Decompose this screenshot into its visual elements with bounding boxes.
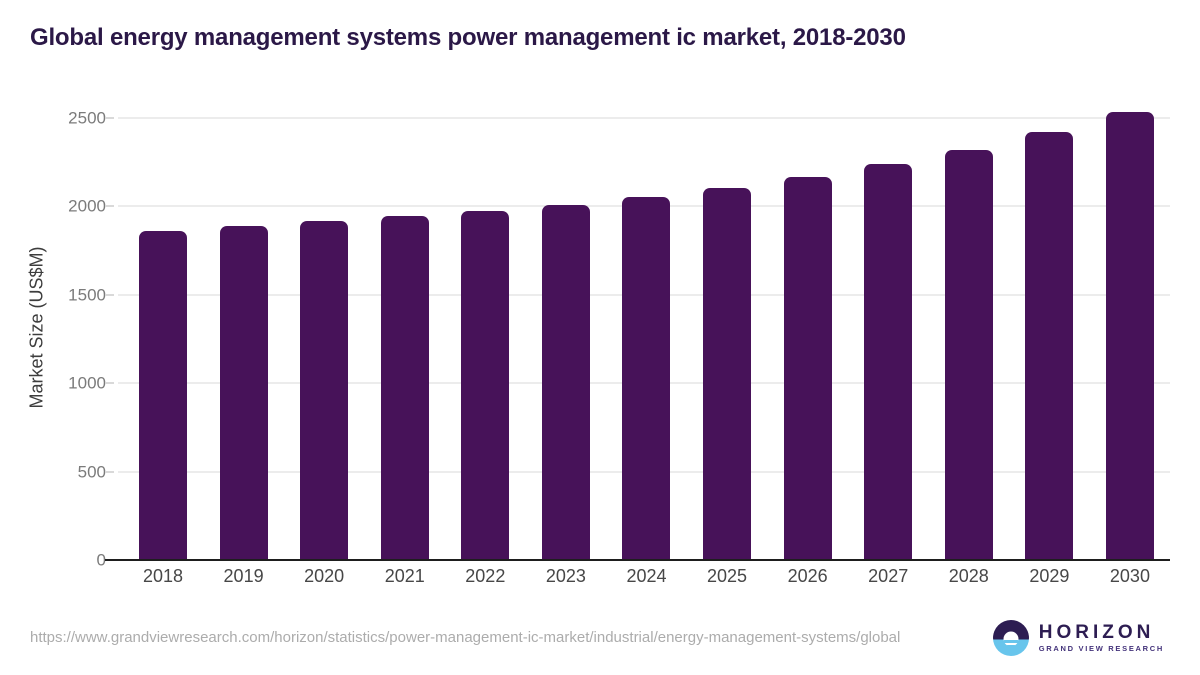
gridline bbox=[118, 117, 1170, 119]
bar-2022 bbox=[461, 210, 510, 560]
y-tick-label: 500 bbox=[77, 462, 106, 482]
x-tick-label: 2030 bbox=[1109, 566, 1150, 586]
y-tick-mark bbox=[105, 117, 114, 119]
x-tick-label: 2021 bbox=[384, 566, 425, 586]
x-axis-labels: 2018 2019 2020 2021 2022 2023 2024 2025 2026 2027… bbox=[118, 566, 1170, 587]
x-tick-label: 2026 bbox=[787, 566, 828, 586]
bar-2028 bbox=[944, 149, 993, 560]
x-tick-label: 2020 bbox=[304, 566, 345, 586]
x-tick-label: 2022 bbox=[465, 566, 506, 586]
brand-name: HORIZON bbox=[1038, 622, 1155, 644]
bar-2027 bbox=[864, 164, 913, 560]
y-tick-mark bbox=[105, 293, 114, 296]
bar-2025 bbox=[703, 187, 752, 560]
bar-2030 bbox=[1105, 111, 1154, 560]
bar-2026 bbox=[783, 177, 832, 560]
bar-2021 bbox=[380, 216, 429, 560]
x-tick-label: 2019 bbox=[223, 566, 264, 586]
bars bbox=[118, 94, 1170, 560]
x-tick-label: 2025 bbox=[707, 566, 748, 586]
bar-2029 bbox=[1025, 132, 1074, 560]
x-axis-line bbox=[105, 559, 1170, 561]
y-axis-ticks: 0 500 1000 1500 2000 2500 bbox=[30, 94, 106, 569]
x-tick-label: 2027 bbox=[868, 566, 909, 586]
y-tick-label: 2000 bbox=[68, 196, 106, 216]
x-tick-label: 2029 bbox=[1029, 566, 1070, 586]
y-tick-mark bbox=[105, 205, 114, 208]
brand-subtitle: GRAND VIEW RESEARCH bbox=[1038, 644, 1164, 654]
chart-title: Global energy management systems power m… bbox=[30, 24, 906, 51]
sun-reflection-line bbox=[1003, 640, 1019, 644]
y-tick-label: 1000 bbox=[68, 373, 106, 393]
bar-2024 bbox=[622, 196, 671, 560]
y-tick-label: 2500 bbox=[68, 108, 106, 128]
brand-logo: HORIZON GRAND VIEW RESEARCH bbox=[992, 620, 1164, 656]
sun-reflection-line bbox=[1006, 645, 1016, 649]
y-tick-mark bbox=[105, 470, 114, 473]
source-url-text: https://www.grandviewresearch.com/horizo… bbox=[30, 629, 901, 646]
horizon-logo-icon bbox=[992, 620, 1029, 656]
x-tick-label: 2024 bbox=[626, 566, 667, 586]
x-tick-label: 2018 bbox=[142, 566, 184, 586]
x-tick-label: 2028 bbox=[948, 566, 989, 586]
bar-2018 bbox=[139, 231, 187, 560]
y-tick-label: 1500 bbox=[68, 285, 106, 305]
brand-logo-text: HORIZON GRAND VIEW RESEARCH bbox=[1039, 623, 1164, 653]
y-tick-label: 0 bbox=[96, 550, 106, 570]
bar-2019 bbox=[219, 225, 268, 560]
bar-2023 bbox=[541, 204, 590, 560]
y-tick-mark bbox=[105, 382, 114, 385]
bar-2020 bbox=[300, 220, 349, 560]
plot-area bbox=[105, 94, 1170, 561]
x-tick-label: 2023 bbox=[545, 566, 586, 586]
